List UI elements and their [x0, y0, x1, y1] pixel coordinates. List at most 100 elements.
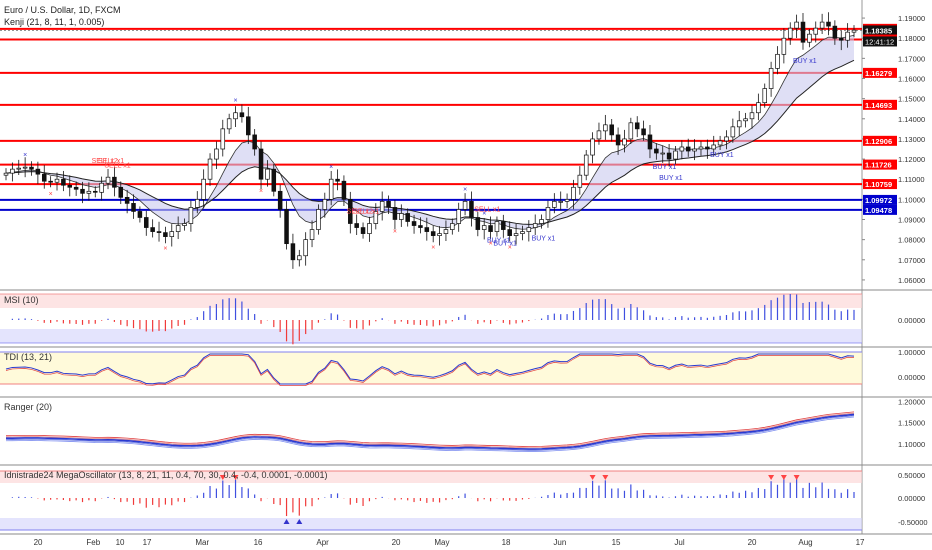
mega-sell-arrow — [232, 475, 239, 480]
signal-sell-label: SELL x1 — [353, 209, 379, 216]
candle — [705, 146, 710, 150]
candle — [399, 213, 404, 220]
candle — [488, 225, 493, 232]
level-tag-text: 1.16279 — [865, 69, 892, 78]
candle — [513, 233, 519, 236]
candle — [169, 231, 175, 237]
level-tag-1.18385[interactable] — [863, 25, 897, 36]
signal-sell-label: SELL x2 — [92, 158, 118, 165]
candle — [437, 233, 442, 236]
candle — [341, 180, 347, 200]
ranger-tick-label: 1.10000 — [898, 440, 925, 449]
time-tick-label: 15 — [612, 538, 621, 547]
msi-label[interactable]: MSI (10) — [4, 295, 39, 305]
candle — [303, 239, 308, 257]
clock-text: 12:41:12 — [865, 37, 894, 46]
candle — [214, 148, 219, 160]
signal-sell-label: SELL x1 — [98, 158, 124, 165]
candle — [717, 140, 723, 146]
price-tick-label: 1.07000 — [898, 256, 925, 265]
level-tag-1.10759[interactable] — [863, 179, 897, 190]
signal-buy-label: BUY x1 — [653, 164, 677, 171]
time-axis: 20 Feb 10 17 Mar 16 Apr 20 May 18 Jun 15 Jul 20 Aug 17 — [34, 538, 865, 547]
candle — [246, 116, 251, 136]
tdi-signal-line — [5, 355, 855, 386]
level-tag-1.09478[interactable] — [863, 204, 897, 215]
level-tag-1.14693[interactable] — [863, 99, 897, 110]
tdi-tick-label: 0.00000 — [898, 373, 925, 382]
candle — [258, 148, 264, 180]
symbol-title: Euro / U.S. Dollar, 1D, FXCM — [4, 5, 121, 15]
candle — [105, 176, 111, 184]
low-marker: × — [393, 229, 397, 236]
candle — [411, 221, 417, 226]
level-tag-1.16279[interactable] — [863, 67, 897, 78]
ranger-label[interactable]: Ranger (20) — [4, 402, 53, 412]
mega-buy-arrow — [296, 519, 303, 524]
price-tick-label: 1.16000 — [898, 75, 925, 84]
level-tag-1.12906[interactable] — [863, 135, 897, 146]
level-tag-1.09972[interactable] — [863, 194, 897, 205]
time-tick-label: 20 — [392, 538, 401, 547]
candle — [22, 166, 28, 169]
candle — [660, 152, 665, 155]
tdi-label[interactable]: TDI (13, 21) — [4, 352, 53, 362]
candle — [775, 53, 780, 69]
time-tick-label: Feb — [86, 538, 100, 547]
candle — [3, 172, 9, 176]
megaoscillator-label[interactable]: Idnistrade24 MegaOscillator (13, 8, 21, … — [4, 470, 328, 480]
candle — [654, 148, 659, 154]
mega-lower-zone — [0, 518, 862, 530]
candle — [386, 201, 391, 208]
overlay-indicator-label[interactable]: Kenji (21, 8, 11, 1, 0.005) — [4, 17, 105, 27]
candle — [322, 199, 328, 210]
signal-buy-label: BUY x1 — [532, 236, 556, 243]
level-tag-text: 1.12906 — [865, 137, 892, 146]
mega-tick-label: -0.50000 — [898, 518, 928, 527]
mega-sell-arrow — [219, 475, 226, 480]
level-tag-1.11726[interactable] — [863, 159, 897, 170]
candle — [711, 144, 716, 150]
time-tick-label: Jun — [553, 538, 566, 547]
low-marker: × — [431, 245, 435, 252]
candle — [188, 207, 194, 224]
clock-tag — [863, 36, 897, 47]
candle — [532, 223, 538, 228]
signal-buy-label: BUY x1 — [487, 238, 511, 245]
candle — [131, 203, 136, 212]
level-tag-text: 1.10759 — [865, 180, 892, 189]
candle — [577, 174, 583, 188]
candle — [93, 190, 98, 193]
candle — [156, 231, 162, 233]
candle — [379, 201, 385, 212]
msi-tick-label: 0.00000 — [898, 316, 925, 325]
time-tick-label: 10 — [116, 538, 125, 547]
price-tick-label: 1.13000 — [898, 135, 925, 144]
candle — [679, 146, 685, 152]
time-tick-label: May — [434, 538, 449, 547]
time-tick-label: 16 — [254, 538, 263, 547]
candle — [736, 120, 742, 128]
candle — [41, 173, 47, 182]
candle — [277, 190, 283, 210]
candle — [609, 124, 614, 136]
tdi-tick-label: 1.00000 — [898, 348, 925, 357]
candle — [150, 227, 155, 232]
candle — [233, 112, 238, 120]
candle — [335, 178, 340, 182]
price-tick-label: 1.11000 — [898, 175, 925, 184]
high-marker: × — [482, 211, 486, 218]
level-tag-text: 1.09972 — [865, 196, 892, 205]
candle — [794, 21, 799, 29]
kenji-slow-line — [5, 59, 855, 225]
candle — [494, 221, 500, 232]
mega-sell-arrow — [768, 475, 775, 480]
candle — [284, 209, 289, 245]
price-tick-label: 1.15000 — [898, 95, 925, 104]
time-tick-label: 17 — [143, 538, 152, 547]
low-marker: × — [163, 246, 167, 253]
price-axis: 1.19000 1.18000 1.17000 1.16000 1.15000 1.140… — [862, 14, 925, 285]
tdi-line — [5, 353, 855, 385]
ranger-line — [5, 413, 855, 450]
